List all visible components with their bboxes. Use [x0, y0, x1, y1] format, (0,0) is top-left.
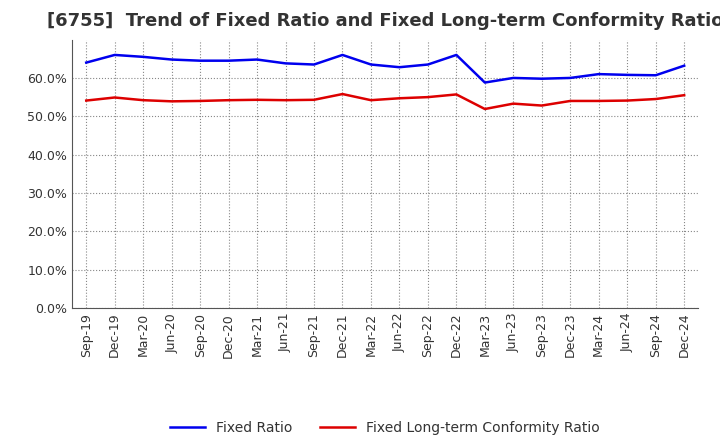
- Fixed Long-term Conformity Ratio: [253, 97, 261, 103]
- Fixed Ratio: [623, 72, 631, 77]
- Fixed Ratio: [652, 73, 660, 78]
- Fixed Ratio: [680, 63, 688, 68]
- Fixed Ratio: [282, 61, 290, 66]
- Fixed Long-term Conformity Ratio: [595, 98, 603, 103]
- Fixed Long-term Conformity Ratio: [225, 98, 233, 103]
- Fixed Ratio: [225, 58, 233, 63]
- Legend: Fixed Ratio, Fixed Long-term Conformity Ratio: Fixed Ratio, Fixed Long-term Conformity …: [165, 415, 606, 440]
- Fixed Ratio: [566, 75, 575, 81]
- Fixed Ratio: [338, 52, 347, 58]
- Fixed Ratio: [452, 52, 461, 58]
- Fixed Long-term Conformity Ratio: [566, 98, 575, 103]
- Fixed Long-term Conformity Ratio: [196, 98, 204, 103]
- Fixed Long-term Conformity Ratio: [282, 98, 290, 103]
- Fixed Long-term Conformity Ratio: [452, 92, 461, 97]
- Fixed Long-term Conformity Ratio: [537, 103, 546, 108]
- Line: Fixed Long-term Conformity Ratio: Fixed Long-term Conformity Ratio: [86, 94, 684, 109]
- Fixed Long-term Conformity Ratio: [110, 95, 119, 100]
- Fixed Long-term Conformity Ratio: [139, 98, 148, 103]
- Fixed Ratio: [423, 62, 432, 67]
- Fixed Long-term Conformity Ratio: [480, 106, 489, 112]
- Fixed Long-term Conformity Ratio: [82, 98, 91, 103]
- Fixed Long-term Conformity Ratio: [652, 96, 660, 102]
- Fixed Ratio: [82, 60, 91, 65]
- Fixed Ratio: [537, 76, 546, 81]
- Fixed Long-term Conformity Ratio: [338, 92, 347, 97]
- Fixed Long-term Conformity Ratio: [167, 99, 176, 104]
- Fixed Long-term Conformity Ratio: [680, 92, 688, 98]
- Fixed Long-term Conformity Ratio: [395, 95, 404, 101]
- Fixed Long-term Conformity Ratio: [623, 98, 631, 103]
- Fixed Ratio: [196, 58, 204, 63]
- Fixed Long-term Conformity Ratio: [366, 98, 375, 103]
- Fixed Ratio: [395, 65, 404, 70]
- Line: Fixed Ratio: Fixed Ratio: [86, 55, 684, 83]
- Fixed Ratio: [509, 75, 518, 81]
- Fixed Ratio: [366, 62, 375, 67]
- Fixed Long-term Conformity Ratio: [310, 97, 318, 103]
- Fixed Ratio: [253, 57, 261, 62]
- Fixed Ratio: [167, 57, 176, 62]
- Fixed Ratio: [139, 54, 148, 59]
- Title: [6755]  Trend of Fixed Ratio and Fixed Long-term Conformity Ratio: [6755] Trend of Fixed Ratio and Fixed Lo…: [47, 12, 720, 30]
- Fixed Long-term Conformity Ratio: [509, 101, 518, 106]
- Fixed Ratio: [310, 62, 318, 67]
- Fixed Ratio: [595, 71, 603, 77]
- Fixed Ratio: [110, 52, 119, 58]
- Fixed Ratio: [480, 80, 489, 85]
- Fixed Long-term Conformity Ratio: [423, 95, 432, 100]
